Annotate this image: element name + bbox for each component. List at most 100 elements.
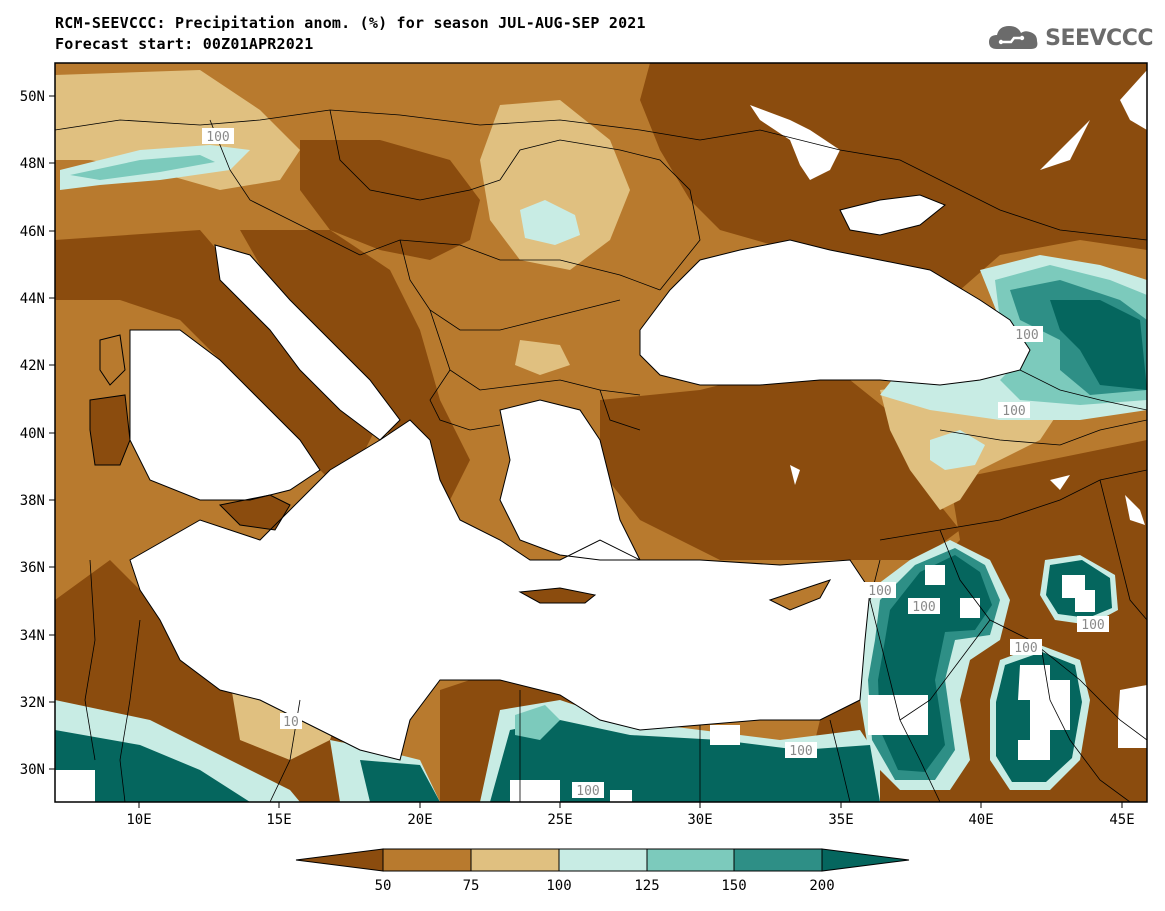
water-body	[790, 465, 800, 485]
wet-egypt-small	[515, 705, 560, 740]
tyrrhenian-sea	[130, 330, 320, 500]
missing-data-block	[710, 725, 740, 745]
longitude-axis: 10E 15E 20E 25E 30E 35E 40E 45E	[126, 802, 1135, 828]
svg-text:10: 10	[283, 715, 299, 730]
svg-text:40E: 40E	[968, 812, 993, 828]
lat-tick: 40N	[20, 426, 55, 442]
svg-text:15E: 15E	[266, 812, 291, 828]
water-body	[1050, 475, 1070, 490]
svg-text:100: 100	[1081, 618, 1104, 633]
svg-text:100: 100	[868, 584, 891, 599]
colorbar-segment	[558, 848, 648, 872]
lat-tick: 38N	[20, 493, 55, 509]
missing-data-block	[610, 790, 632, 802]
colorbar-tick-label: 50	[375, 878, 392, 894]
map-title: RCM-SEEVCCC: Precipitation anom. (%) for…	[55, 14, 646, 32]
lon-tick: 15E	[266, 802, 292, 828]
contour-label: 100	[908, 598, 940, 615]
svg-text:100: 100	[1002, 404, 1025, 419]
svg-text:38N: 38N	[20, 493, 45, 509]
missing-data-block	[925, 565, 945, 585]
lat-tick: 48N	[20, 156, 55, 172]
contour-label: 100	[864, 582, 896, 599]
contour-label: 100	[1077, 616, 1109, 633]
svg-text:100: 100	[912, 600, 935, 615]
contour-label: 100	[785, 742, 817, 759]
colorbar-tick-label: 125	[634, 878, 659, 894]
missing-data-block	[868, 695, 928, 735]
latitude-axis: 50N 48N 46N 44N 42N 40N 38N 36N 34N 32N …	[20, 89, 55, 778]
aegean-sea	[500, 400, 640, 560]
svg-text:100: 100	[1014, 641, 1037, 656]
svg-text:25E: 25E	[547, 812, 572, 828]
wettest-egypt	[490, 720, 880, 802]
colorbar-low-arrow	[295, 848, 384, 872]
wet-turkey-east	[930, 430, 985, 470]
svg-text:36N: 36N	[20, 560, 45, 576]
contour-label: 10	[280, 713, 302, 730]
lat-tick: 50N	[20, 89, 55, 105]
lon-tick: 40E	[968, 802, 994, 828]
colorbar-tick-label: 150	[721, 878, 746, 894]
lon-tick: 35E	[828, 802, 854, 828]
colorbar-tick-label: 75	[463, 878, 480, 894]
wet-romania	[520, 200, 580, 245]
lat-tick: 46N	[20, 224, 55, 240]
sicily	[220, 495, 290, 530]
water-body	[750, 105, 840, 180]
colorbar-tick-label: 100	[546, 878, 571, 894]
water-body	[1040, 120, 1090, 170]
lat-tick: 32N	[20, 695, 55, 711]
missing-data-block	[55, 770, 95, 802]
lon-tick: 20E	[407, 802, 433, 828]
contour-label: 100	[572, 782, 604, 799]
contour-labels: 100 100 100 100 100 100	[202, 128, 1109, 799]
svg-text:100: 100	[206, 130, 229, 145]
wettest-gulf-sirte	[360, 760, 440, 802]
svg-text:45E: 45E	[1109, 812, 1134, 828]
svg-text:100: 100	[1015, 328, 1038, 343]
svg-text:34N: 34N	[20, 628, 45, 644]
svg-text:40N: 40N	[20, 426, 45, 442]
country-borders	[55, 109, 1147, 802]
adriatic-sea	[215, 245, 400, 440]
cyprus	[770, 580, 830, 610]
black-sea	[640, 240, 1030, 385]
svg-text:30E: 30E	[687, 812, 712, 828]
missing-data-block	[510, 780, 560, 802]
deep-dry-italy	[55, 230, 380, 480]
svg-text:10E: 10E	[126, 812, 151, 828]
svg-text:30N: 30N	[20, 762, 45, 778]
contour-label: 100	[998, 402, 1030, 419]
colorbar-high-arrow	[821, 848, 910, 872]
lon-tick: 25E	[547, 802, 573, 828]
wettest-tunisia-coast	[55, 730, 250, 802]
lon-tick: 30E	[687, 802, 713, 828]
corsica	[100, 335, 125, 385]
svg-text:20E: 20E	[407, 812, 432, 828]
forecast-start: Forecast start: 00Z01APR2021	[55, 35, 314, 53]
light-dry-bulgaria	[515, 340, 570, 375]
deep-dry-turkey	[600, 370, 960, 560]
svg-text:32N: 32N	[20, 695, 45, 711]
missing-data-block	[960, 598, 980, 618]
precip-field: 100 100 100 100 100 100	[55, 63, 1147, 802]
lon-tick: 45E	[1109, 802, 1135, 828]
lat-tick: 30N	[20, 762, 55, 778]
lat-tick: 42N	[20, 358, 55, 374]
water-body	[1120, 70, 1147, 130]
colorbar-tick-label: 200	[809, 878, 834, 894]
logo-text: SEEVCCC	[1045, 25, 1153, 51]
missing-data-block	[1018, 665, 1070, 760]
water-body	[1125, 495, 1145, 525]
contour-label: 100	[1010, 639, 1042, 656]
lat-tick: 34N	[20, 628, 55, 644]
sardinia	[90, 395, 130, 465]
colorbar-segment	[470, 848, 560, 872]
light-dry-romania	[480, 100, 630, 270]
colorbar: 50 75 100 125 150 200	[295, 848, 910, 894]
missing-data-block	[1118, 685, 1147, 748]
svg-text:100: 100	[576, 784, 599, 799]
lat-tick: 44N	[20, 291, 55, 307]
